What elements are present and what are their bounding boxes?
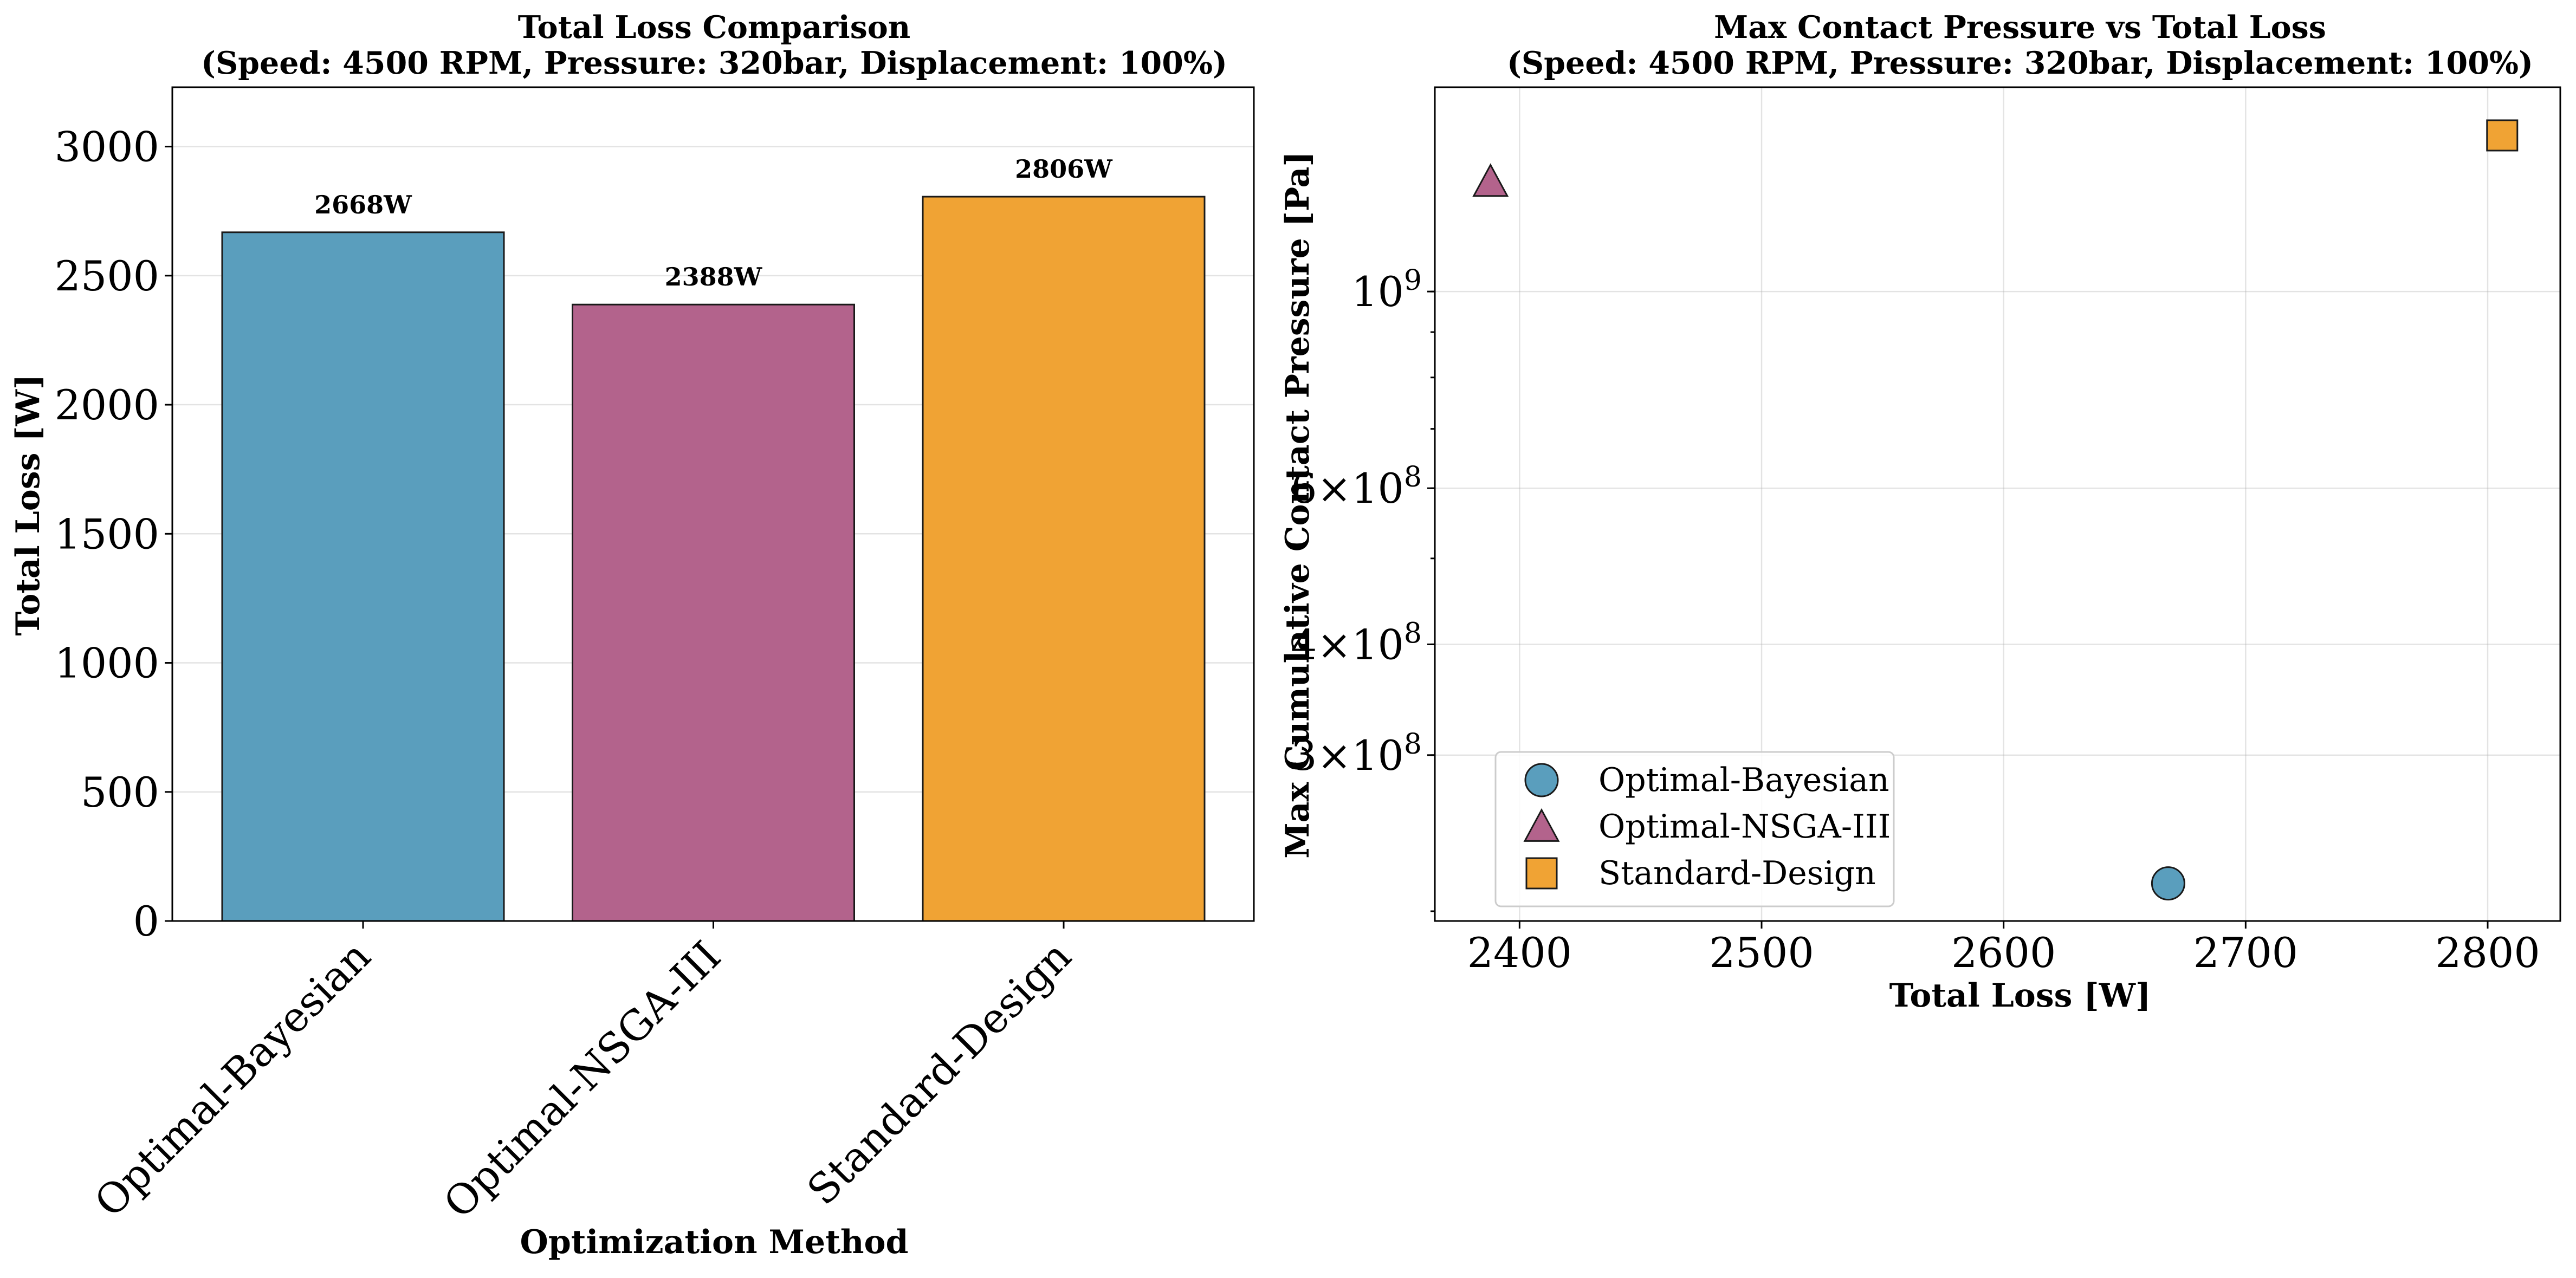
scatter-point: [2486, 119, 2519, 152]
bar-x-tick-label: Optimal-NSGA-III: [434, 932, 730, 1228]
scatter-y-tick-label: 6×108: [1291, 461, 1422, 513]
title-line: (Speed: 4500 RPM, Pressure: 320bar, Disp…: [1507, 45, 2533, 81]
scatter-x-tick-label: 2600: [1951, 929, 2056, 977]
tick-mantissa: 10: [1351, 268, 1404, 316]
bar-chart: Total Loss Comparison (Speed: 4500 RPM, P…: [9, 9, 1255, 1261]
bar-x-ticks: Optimal-Bayesian Optimal-NSGA-III Standard…: [85, 921, 1080, 1228]
bar-y-ticks: 0 500 1000 1500 2000 2500 3000: [55, 123, 172, 945]
title-line: Total Loss Comparison: [518, 9, 911, 46]
bar-y-tick-label: 0: [133, 897, 159, 945]
scatter-point: [1472, 163, 1509, 197]
legend-label: Optimal-NSGA-III: [1598, 808, 1891, 846]
bar-y-tick-label: 3000: [55, 123, 159, 171]
legend-marker: [1525, 857, 1558, 890]
bar-data-labels: 2668W 2388W 2806W: [314, 154, 1113, 291]
scatter-x-tick-label: 2400: [1467, 929, 1572, 977]
bar-data-label: 2388W: [665, 262, 763, 291]
bar: [922, 196, 1206, 922]
title-line: Max Contact Pressure vs Total Loss: [1714, 9, 2326, 46]
bar-y-tick-label: 2500: [55, 252, 159, 300]
tick-exponent: 8: [1404, 461, 1422, 494]
scatter-x-tick-label: 2500: [1709, 929, 1814, 977]
bar-data-label: 2806W: [1015, 154, 1113, 184]
bar: [572, 303, 855, 922]
tick-exponent: 8: [1404, 617, 1422, 650]
bar-y-tick-label: 500: [81, 768, 159, 816]
bar-marks: [221, 196, 1206, 922]
scatter-point: [2151, 866, 2185, 901]
bar-y-tick-label: 1000: [55, 639, 159, 687]
scatter-marks: [1472, 119, 2519, 901]
scatter-x-ticks: 2400 2500 2600 2700 2800: [1467, 921, 2540, 977]
scatter-chart: Max Contact Pressure vs Total Loss (Speed…: [1279, 9, 2561, 1015]
bar: [221, 231, 505, 922]
scatter-x-tick-label: 2800: [2435, 929, 2540, 977]
bar-y-tick-label: 1500: [55, 510, 159, 558]
bar-chart-title: Total Loss Comparison (Speed: 4500 RPM, P…: [201, 9, 1227, 81]
tick-mantissa: 3×10: [1291, 731, 1404, 780]
legend-marker: [1523, 808, 1560, 842]
scatter-grid: [1435, 87, 2560, 921]
bar-y-axis-label: Total Loss [W]: [9, 374, 47, 636]
bar-x-tick-label: Standard-Design: [798, 932, 1080, 1214]
tick-mantissa: 6×10: [1291, 464, 1404, 513]
bar-y-tick-label: 2000: [55, 381, 159, 429]
legend-box: [1494, 751, 1895, 907]
scatter-y-tick-label: 109: [1351, 264, 1422, 316]
bar-x-axis-label: Optimization Method: [520, 1223, 909, 1261]
scatter-y-tick-label: 4×108: [1291, 617, 1422, 669]
legend-label: Standard-Design: [1598, 854, 1876, 892]
scatter-y-axis-label: Max Cumulative Contact Pressure [Pa]: [1279, 151, 1317, 859]
scatter-chart-title: Max Contact Pressure vs Total Loss (Speed…: [1507, 9, 2533, 81]
tick-mantissa: 4×10: [1291, 620, 1404, 669]
title-line: (Speed: 4500 RPM, Pressure: 320bar, Disp…: [201, 45, 1227, 81]
legend-marker: [1524, 763, 1559, 797]
scatter-axes-frame: [1434, 86, 2561, 922]
scatter-x-tick-label: 2700: [2193, 929, 2298, 977]
scatter-x-axis-label: Total Loss [W]: [1889, 977, 2151, 1015]
bar-x-tick-label: Optimal-Bayesian: [85, 932, 380, 1227]
scatter-y-tick-label: 3×108: [1291, 728, 1422, 780]
legend-label: Optimal-Bayesian: [1598, 761, 1889, 799]
tick-exponent: 8: [1404, 728, 1422, 761]
bar-data-label: 2668W: [314, 190, 412, 219]
scatter-legend: Optimal-Bayesian Optimal-NSGA-III Standard…: [1494, 751, 1895, 907]
tick-exponent: 9: [1404, 264, 1422, 297]
